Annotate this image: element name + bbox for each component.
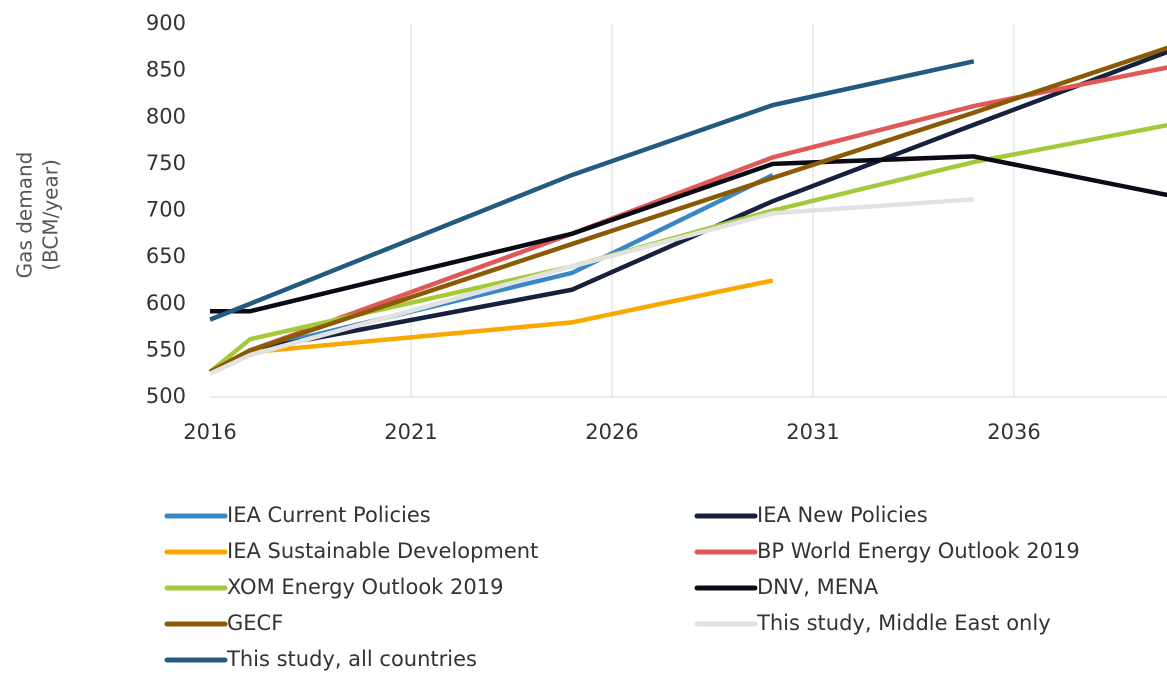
y-axis-label: (BCM/year) bbox=[39, 159, 63, 271]
x-tick-label: 2036 bbox=[987, 420, 1040, 444]
x-tick-label: 2026 bbox=[585, 420, 638, 444]
legend-label: This study, Middle East only bbox=[756, 611, 1051, 635]
y-tick-label: 750 bbox=[146, 151, 186, 175]
x-tick-label: 2021 bbox=[384, 420, 437, 444]
y-tick-label: 500 bbox=[146, 384, 186, 408]
legend-label: DNV, MENA bbox=[757, 575, 879, 599]
legend-label: GECF bbox=[227, 611, 283, 635]
series-line bbox=[208, 45, 1167, 374]
y-tick-label: 800 bbox=[146, 104, 186, 128]
y-tick-label: 850 bbox=[146, 58, 186, 82]
x-tick-label: 2016 bbox=[183, 420, 236, 444]
y-tick-label: 900 bbox=[146, 11, 186, 35]
legend-label: IEA Sustainable Development bbox=[227, 539, 538, 563]
legend-label: This study, all countries bbox=[226, 647, 477, 671]
series-line bbox=[210, 154, 1167, 314]
series-line bbox=[208, 122, 1167, 374]
series-line bbox=[209, 59, 975, 322]
legend-label: IEA Current Policies bbox=[227, 503, 431, 527]
y-tick-label: 700 bbox=[146, 198, 186, 222]
x-tick-label: 2031 bbox=[786, 420, 839, 444]
series-line bbox=[209, 197, 974, 376]
y-tick-label: 600 bbox=[146, 291, 186, 315]
legend-label: IEA New Policies bbox=[757, 503, 928, 527]
legend-label: BP World Energy Outlook 2019 bbox=[757, 539, 1080, 563]
legend-label: XOM Energy Outlook 2019 bbox=[227, 575, 503, 599]
y-axis-label: Gas demand bbox=[13, 152, 37, 279]
y-tick-label: 650 bbox=[146, 244, 186, 268]
y-tick-label: 550 bbox=[146, 337, 186, 361]
